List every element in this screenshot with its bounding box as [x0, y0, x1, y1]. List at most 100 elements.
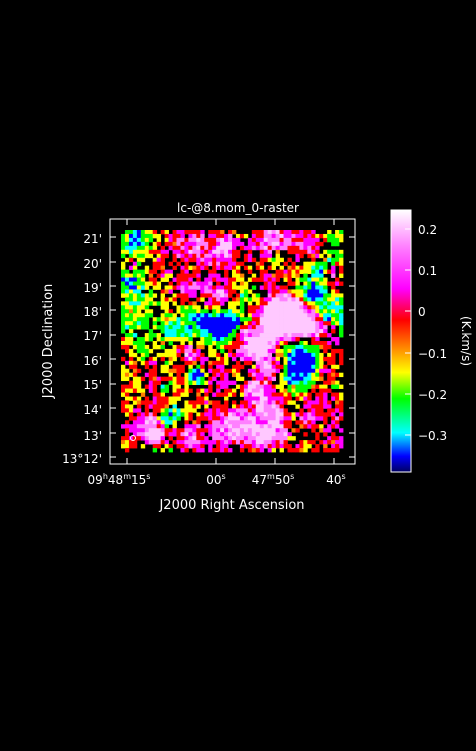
raster-pixel: [220, 432, 225, 437]
raster-pixel: [295, 404, 300, 409]
raster-pixel: [331, 432, 336, 437]
raster-pixel: [196, 428, 201, 433]
raster-pixel: [255, 416, 261, 421]
raster-pixel: [124, 281, 130, 286]
raster-pixel: [263, 277, 269, 282]
raster-pixel: [132, 269, 138, 274]
raster-pixel: [168, 289, 173, 294]
raster-pixel: [176, 261, 181, 267]
raster-pixel: [327, 253, 332, 259]
raster-pixel: [136, 380, 142, 385]
raster-pixel: [224, 360, 229, 366]
raster-pixel: [275, 360, 280, 366]
raster-pixel: [271, 333, 276, 338]
raster-pixel: [136, 285, 142, 290]
raster-pixel: [311, 301, 316, 306]
raster-pixel: [239, 273, 245, 278]
raster-pixel: [148, 329, 154, 334]
raster-pixel: [263, 384, 269, 389]
raster-pixel: [180, 317, 185, 322]
raster-pixel: [128, 337, 134, 342]
raster-pixel: [271, 301, 276, 306]
raster-pixel: [323, 305, 328, 310]
raster-pixel: [212, 341, 217, 346]
raster-pixel: [220, 325, 225, 330]
raster-pixel: [232, 297, 237, 302]
raster-pixel: [220, 237, 225, 243]
raster-pixel: [204, 392, 209, 397]
raster-pixel: [196, 392, 201, 397]
raster-pixel: [235, 436, 241, 441]
raster-pixel: [239, 412, 245, 417]
raster-pixel: [287, 448, 292, 453]
raster-pixel: [224, 436, 229, 441]
raster-pixel: [184, 273, 189, 278]
raster-pixel: [148, 376, 154, 382]
raster-pixel: [196, 285, 201, 290]
raster-pixel: [176, 305, 181, 310]
raster-pixel: [216, 237, 221, 243]
raster-pixel: [216, 289, 221, 294]
raster-pixel: [220, 436, 225, 441]
raster-pixel: [224, 261, 229, 267]
raster-pixel: [184, 400, 189, 405]
raster-pixel: [283, 356, 288, 362]
raster-pixel: [235, 440, 241, 445]
raster-pixel: [283, 289, 288, 294]
raster-pixel: [283, 277, 288, 282]
raster-pixel: [251, 416, 257, 421]
raster-pixel: [184, 313, 189, 318]
raster-pixel: [263, 356, 269, 362]
raster-pixel: [279, 257, 284, 263]
raster-pixel: [212, 408, 217, 413]
raster-pixel: [259, 317, 265, 322]
raster-pixel: [172, 257, 177, 263]
raster-pixel: [315, 392, 320, 397]
raster-pixel: [176, 432, 181, 437]
raster-pixel: [259, 277, 265, 282]
raster-pixel: [200, 440, 205, 445]
raster-pixel: [311, 273, 316, 278]
raster-pixel: [196, 424, 201, 429]
raster-pixel: [228, 412, 233, 417]
raster-pixel: [299, 376, 304, 382]
raster-pixel: [279, 444, 284, 449]
raster-pixel: [283, 261, 288, 267]
raster-pixel: [216, 368, 221, 374]
raster-pixel: [204, 305, 209, 310]
raster-pixel: [204, 428, 209, 433]
raster-pixel: [196, 321, 201, 326]
raster-pixel: [121, 372, 126, 378]
raster-pixel: [121, 364, 126, 370]
raster-pixel: [339, 400, 344, 405]
raster-pixel: [291, 305, 296, 310]
raster-pixel: [224, 376, 229, 382]
raster-pixel: [287, 309, 292, 314]
raster-pixel: [287, 400, 292, 405]
raster-pixel: [188, 333, 193, 338]
raster-pixel: [271, 297, 276, 302]
raster-pixel: [271, 424, 276, 429]
raster-pixel: [263, 380, 269, 385]
raster-pixel: [176, 436, 181, 441]
raster-pixel: [295, 388, 300, 393]
raster-pixel: [315, 321, 320, 326]
raster-pixel: [176, 309, 181, 314]
raster-pixel: [188, 368, 193, 374]
raster-pixel: [263, 436, 269, 441]
raster-pixel: [267, 348, 273, 354]
raster-pixel: [140, 233, 146, 239]
raster-pixel: [140, 352, 146, 358]
raster-pixel: [335, 384, 340, 389]
raster-pixel: [303, 444, 308, 449]
raster-pixel: [136, 396, 142, 401]
raster-pixel: [176, 233, 181, 239]
raster-pixel: [216, 321, 221, 326]
raster-pixel: [204, 337, 209, 342]
raster-pixel: [148, 253, 154, 259]
raster-pixel: [132, 281, 138, 286]
raster-pixel: [188, 444, 193, 449]
raster-pixel: [208, 376, 213, 382]
raster-pixel: [339, 408, 344, 413]
raster-pixel: [148, 400, 154, 405]
